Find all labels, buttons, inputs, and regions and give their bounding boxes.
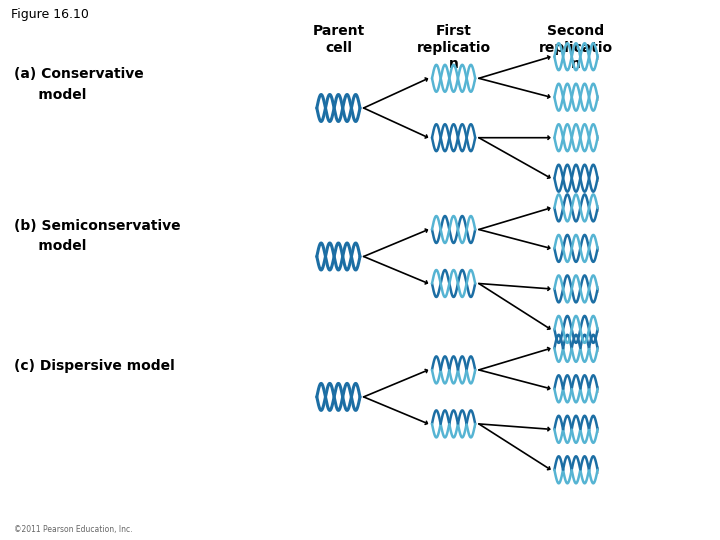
Text: model: model	[14, 239, 87, 253]
Text: (b) Semiconservative: (b) Semiconservative	[14, 219, 181, 233]
Text: model: model	[14, 88, 87, 102]
Text: Second
replicatio
n: Second replicatio n	[539, 24, 613, 71]
Text: ©2011 Pearson Education, Inc.: ©2011 Pearson Education, Inc.	[14, 524, 133, 534]
Text: (a) Conservative: (a) Conservative	[14, 68, 144, 82]
Text: (c) Dispersive model: (c) Dispersive model	[14, 359, 175, 373]
Text: First
replicatio
n: First replicatio n	[417, 24, 490, 71]
Text: Figure 16.10: Figure 16.10	[11, 8, 89, 21]
Text: Parent
cell: Parent cell	[312, 24, 364, 55]
